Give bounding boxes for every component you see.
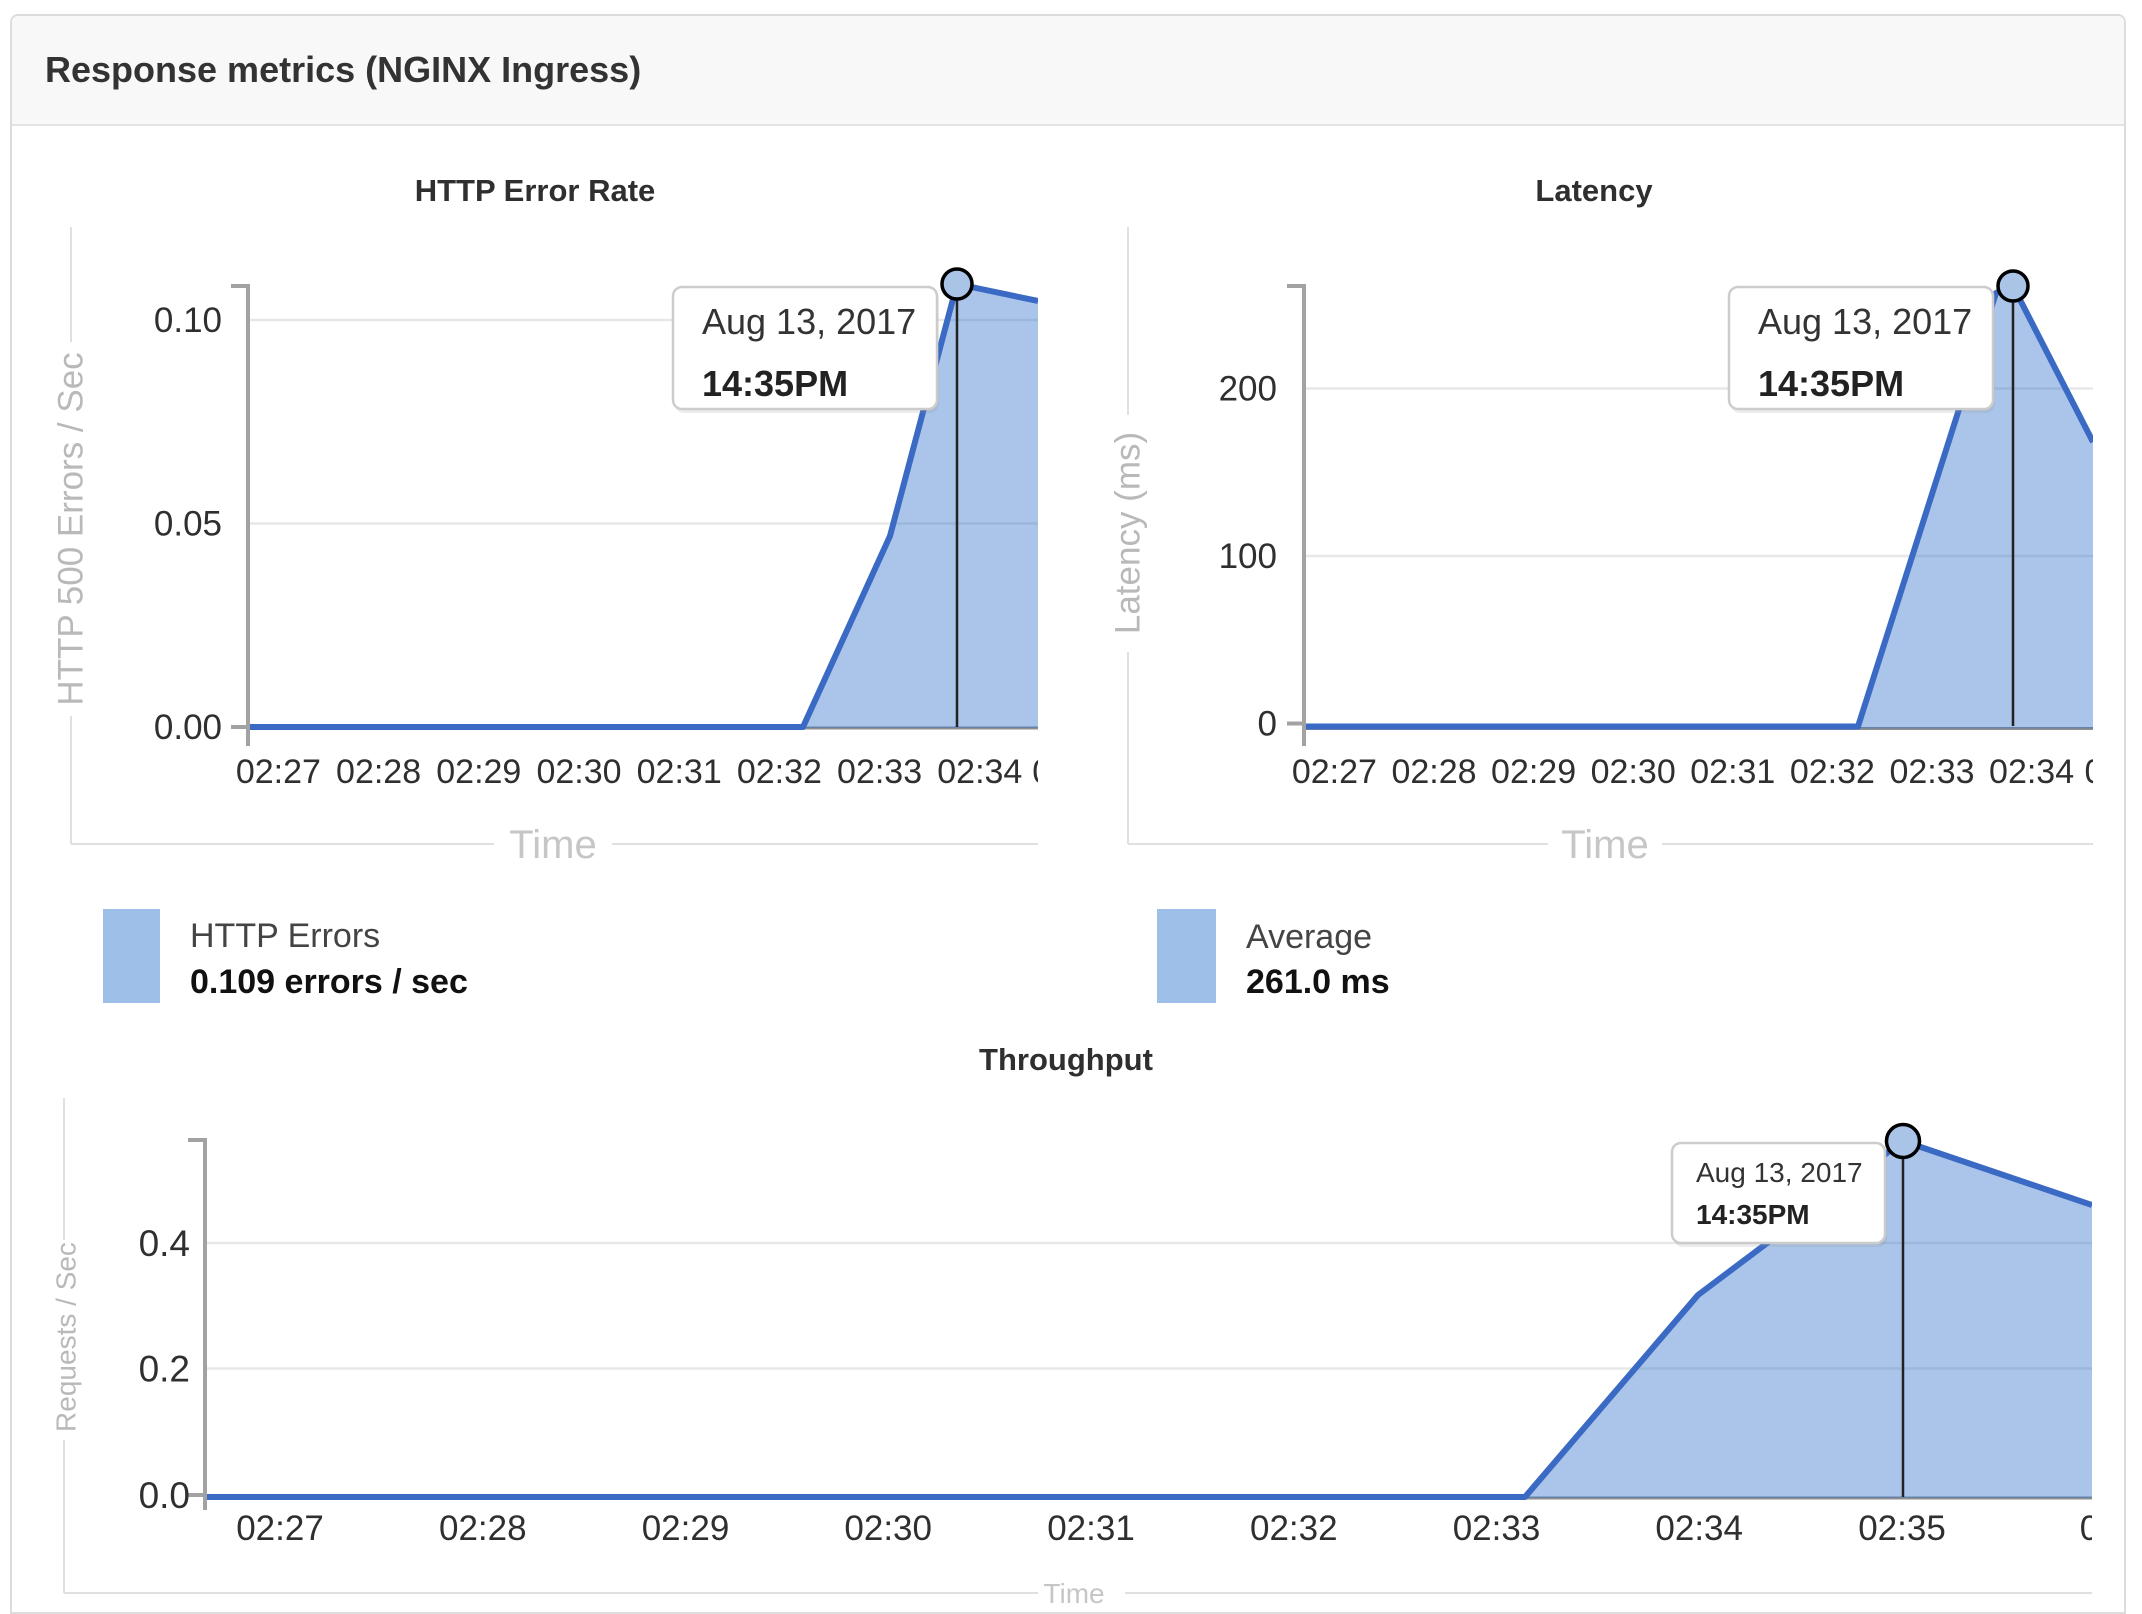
svg-text:02:29: 02:29 bbox=[1491, 753, 1576, 791]
svg-text:02:29: 02:29 bbox=[436, 753, 521, 791]
svg-text:14:35PM: 14:35PM bbox=[1758, 363, 1904, 404]
svg-text:0.2: 0.2 bbox=[139, 1349, 190, 1390]
svg-text:02:35: 02:35 bbox=[1032, 753, 1038, 791]
svg-text:0.4: 0.4 bbox=[139, 1223, 190, 1264]
svg-text:Time: Time bbox=[1043, 1578, 1104, 1608]
svg-text:02:30: 02:30 bbox=[536, 753, 621, 791]
svg-text:02:29: 02:29 bbox=[642, 1509, 730, 1548]
svg-text:02:32: 02:32 bbox=[1790, 753, 1875, 791]
svg-text:HTTP 500 Errors / Sec: HTTP 500 Errors / Sec bbox=[52, 352, 91, 705]
svg-text:Aug 13, 2017: Aug 13, 2017 bbox=[1758, 301, 1972, 342]
svg-text:02:27: 02:27 bbox=[236, 1509, 324, 1548]
svg-text:02:36: 02:36 bbox=[2080, 1509, 2092, 1548]
svg-text:Requests / Sec: Requests / Sec bbox=[51, 1242, 82, 1432]
svg-text:Aug 13, 2017: Aug 13, 2017 bbox=[702, 301, 916, 342]
svg-text:02:28: 02:28 bbox=[336, 753, 421, 791]
svg-text:02:27: 02:27 bbox=[236, 753, 321, 791]
svg-text:02:34: 02:34 bbox=[1989, 753, 2074, 791]
svg-text:0.00: 0.00 bbox=[154, 708, 222, 747]
svg-text:02:32: 02:32 bbox=[737, 753, 822, 791]
svg-text:02:35: 02:35 bbox=[1858, 1509, 1946, 1548]
svg-text:02:30: 02:30 bbox=[844, 1509, 932, 1548]
svg-text:100: 100 bbox=[1219, 537, 1277, 576]
svg-text:02:31: 02:31 bbox=[1690, 753, 1775, 791]
svg-text:02:34: 02:34 bbox=[937, 753, 1022, 791]
svg-text:02:33: 02:33 bbox=[1889, 753, 1974, 791]
svg-text:0.05: 0.05 bbox=[154, 505, 222, 544]
svg-text:Time: Time bbox=[509, 823, 596, 866]
svg-text:14:35PM: 14:35PM bbox=[702, 363, 848, 404]
svg-text:HTTP Errors: HTTP Errors bbox=[190, 917, 380, 955]
svg-text:0.10: 0.10 bbox=[154, 301, 222, 340]
svg-text:HTTP Error Rate: HTTP Error Rate bbox=[415, 173, 656, 208]
svg-text:200: 200 bbox=[1219, 370, 1277, 409]
svg-text:Time: Time bbox=[1561, 823, 1648, 866]
svg-text:02:27: 02:27 bbox=[1292, 753, 1377, 791]
svg-text:261.0 ms: 261.0 ms bbox=[1246, 963, 1390, 1001]
svg-text:14:35PM: 14:35PM bbox=[1696, 1199, 1810, 1230]
svg-text:Throughput: Throughput bbox=[979, 1042, 1153, 1077]
svg-text:0: 0 bbox=[1258, 705, 1277, 744]
svg-text:02:33: 02:33 bbox=[1453, 1509, 1541, 1548]
svg-text:02:28: 02:28 bbox=[439, 1509, 527, 1548]
svg-text:02:28: 02:28 bbox=[1391, 753, 1476, 791]
svg-text:02:30: 02:30 bbox=[1591, 753, 1676, 791]
svg-text:02:32: 02:32 bbox=[1250, 1509, 1338, 1548]
svg-text:0.109 errors / sec: 0.109 errors / sec bbox=[190, 963, 468, 1001]
svg-text:Aug 13, 2017: Aug 13, 2017 bbox=[1696, 1157, 1863, 1188]
svg-text:02:33: 02:33 bbox=[837, 753, 922, 791]
svg-text:Latency: Latency bbox=[1535, 173, 1653, 208]
svg-text:02:34: 02:34 bbox=[1655, 1509, 1743, 1548]
svg-text:02:31: 02:31 bbox=[1047, 1509, 1135, 1548]
svg-text:02:31: 02:31 bbox=[637, 753, 722, 791]
svg-text:Latency (ms): Latency (ms) bbox=[1109, 432, 1148, 634]
svg-text:02:35: 02:35 bbox=[2084, 753, 2093, 791]
svg-text:Average: Average bbox=[1246, 918, 1372, 956]
svg-text:0.0: 0.0 bbox=[139, 1475, 190, 1516]
